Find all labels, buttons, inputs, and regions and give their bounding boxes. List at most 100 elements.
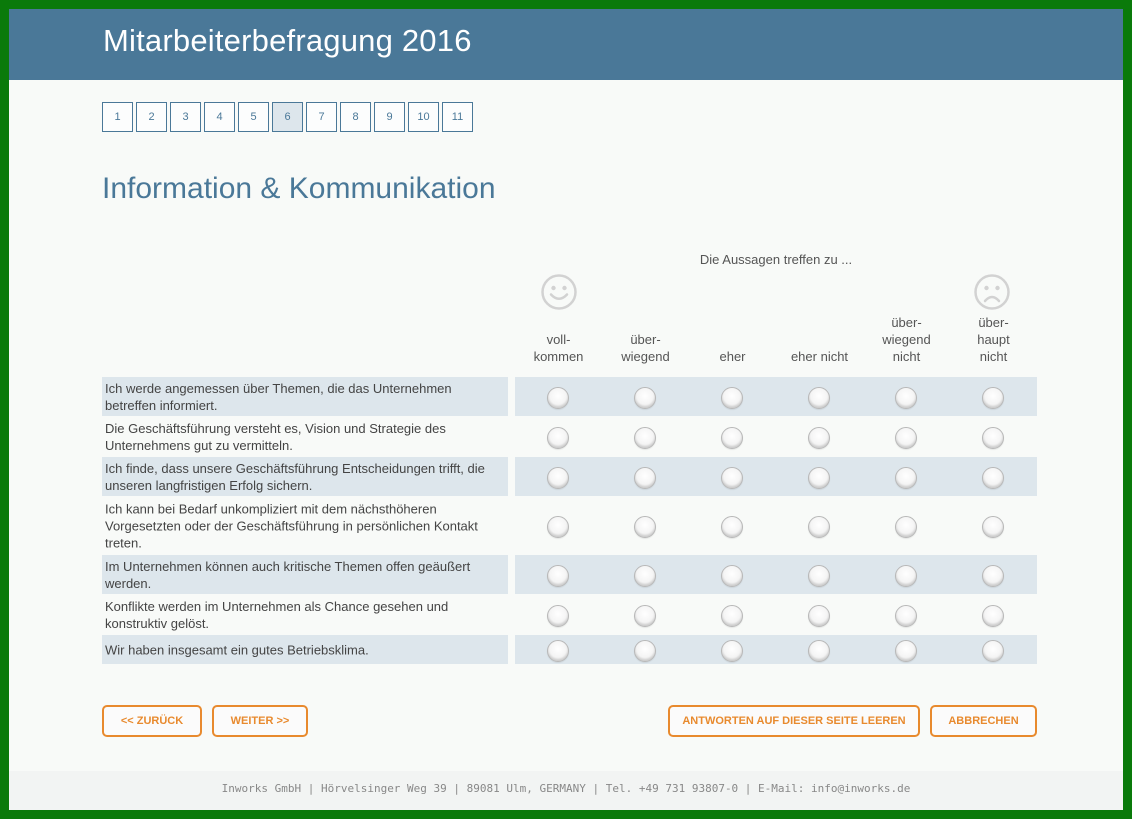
question-row: Im Unternehmen können auch kritische The… xyxy=(102,555,1037,594)
answer-radio[interactable] xyxy=(895,466,917,489)
page-button-8[interactable]: 8 xyxy=(340,102,371,132)
answer-radio[interactable] xyxy=(547,564,569,587)
answer-radio[interactable] xyxy=(808,386,830,409)
page-button-9[interactable]: 9 xyxy=(374,102,405,132)
section-title: Information & Kommunikation xyxy=(102,172,496,205)
answer-radio[interactable] xyxy=(634,639,656,662)
scale-column-header-line: wiegend xyxy=(621,349,670,364)
answer-radio[interactable] xyxy=(547,639,569,662)
clear-answers-button[interactable]: ANTWORTEN AUF DIESER SEITE LEEREN xyxy=(668,705,920,737)
scale-column-header-line: nicht xyxy=(979,349,1008,364)
question-text: Ich werde angemessen über Themen, die da… xyxy=(105,380,452,413)
page-button-10[interactable]: 10 xyxy=(408,102,439,132)
answer-radio[interactable] xyxy=(634,515,656,538)
cancel-button[interactable]: ABBRECHEN xyxy=(930,705,1037,737)
answer-radio[interactable] xyxy=(895,515,917,538)
question-cell: Die Geschäftsführung versteht es, Vision… xyxy=(102,417,508,456)
scale-column-header: über-wiegend xyxy=(602,331,689,365)
question-text: Ich finde, dass unsere Geschäftsführung … xyxy=(105,460,485,493)
answer-cell xyxy=(515,555,1037,594)
answer-radio[interactable] xyxy=(895,564,917,587)
question-text: Im Unternehmen können auch kritische The… xyxy=(105,558,471,591)
answer-radio[interactable] xyxy=(634,604,656,627)
answer-radio[interactable] xyxy=(721,604,743,627)
answer-radio[interactable] xyxy=(547,426,569,449)
answer-radio[interactable] xyxy=(634,466,656,489)
answer-radio[interactable] xyxy=(721,564,743,587)
answer-radio[interactable] xyxy=(634,426,656,449)
answer-radio[interactable] xyxy=(808,515,830,538)
scale-column-header: eher xyxy=(689,348,776,365)
answer-radio[interactable] xyxy=(808,426,830,449)
question-cell: Ich finde, dass unsere Geschäftsführung … xyxy=(102,457,508,496)
question-text: Konflikte werden im Unternehmen als Chan… xyxy=(105,598,449,631)
answer-cell xyxy=(515,595,1037,634)
answer-radio[interactable] xyxy=(982,466,1004,489)
answer-radio[interactable] xyxy=(547,604,569,627)
page-button-7[interactable]: 7 xyxy=(306,102,337,132)
scale-column-header-line: voll- xyxy=(546,332,571,347)
answer-radio[interactable] xyxy=(721,426,743,449)
scale-column-header-line: eher xyxy=(719,349,746,364)
smiley-happy-icon xyxy=(541,274,577,310)
footer: Inworks GmbH | Hörvelsinger Weg 39 | 890… xyxy=(9,771,1123,810)
answer-radio[interactable] xyxy=(982,426,1004,449)
question-row: Ich werde angemessen über Themen, die da… xyxy=(102,377,1037,416)
question-text: Wir haben insgesamt ein gutes Betriebskl… xyxy=(105,642,369,657)
page-button-3[interactable]: 3 xyxy=(170,102,201,132)
scale-column-header-line: wiegend xyxy=(882,332,931,347)
answer-radio[interactable] xyxy=(547,466,569,489)
question-cell: Ich kann bei Bedarf unkompliziert mit de… xyxy=(102,497,508,554)
page-button-5[interactable]: 5 xyxy=(238,102,269,132)
scale-column-header-line: kommen xyxy=(533,349,584,364)
answer-radio[interactable] xyxy=(721,386,743,409)
answer-radio[interactable] xyxy=(895,639,917,662)
page-button-11[interactable]: 11 xyxy=(442,102,473,132)
answer-radio[interactable] xyxy=(547,386,569,409)
page-button-2[interactable]: 2 xyxy=(136,102,167,132)
answer-cell xyxy=(515,635,1037,664)
answer-radio[interactable] xyxy=(808,564,830,587)
answer-radio[interactable] xyxy=(982,564,1004,587)
answer-cell xyxy=(515,377,1037,416)
answer-radio[interactable] xyxy=(982,386,1004,409)
answer-radio[interactable] xyxy=(634,386,656,409)
answer-radio[interactable] xyxy=(982,639,1004,662)
question-cell: Im Unternehmen können auch kritische The… xyxy=(102,555,508,594)
page-button-6[interactable]: 6 xyxy=(272,102,303,132)
answer-radio[interactable] xyxy=(895,426,917,449)
answer-cell xyxy=(515,457,1037,496)
answer-radio[interactable] xyxy=(808,604,830,627)
page-button-1[interactable]: 1 xyxy=(102,102,133,132)
answer-radio[interactable] xyxy=(808,639,830,662)
answer-radio[interactable] xyxy=(721,639,743,662)
answer-radio[interactable] xyxy=(547,515,569,538)
answer-radio[interactable] xyxy=(721,466,743,489)
answer-radio[interactable] xyxy=(808,466,830,489)
question-cell: Konflikte werden im Unternehmen als Chan… xyxy=(102,595,508,634)
answer-radio[interactable] xyxy=(895,604,917,627)
scale-column-header: über-wiegend nicht xyxy=(863,314,950,365)
question-text: Die Geschäftsführung versteht es, Vision… xyxy=(105,420,446,453)
page-button-4[interactable]: 4 xyxy=(204,102,235,132)
scale-caption: Die Aussagen treffen zu ... xyxy=(699,252,853,267)
question-cell: Ich werde angemessen über Themen, die da… xyxy=(102,377,508,416)
scale-column-header-line: haupt xyxy=(977,332,1010,347)
back-button[interactable]: << ZURÜCK xyxy=(102,705,202,737)
scale-column-header-line: über- xyxy=(978,315,1009,330)
scale-column-header: voll-kommen xyxy=(515,331,602,365)
question-row: Ich kann bei Bedarf unkompliziert mit de… xyxy=(102,497,1037,554)
footer-text: Inworks GmbH | Hörvelsinger Weg 39 | 890… xyxy=(221,782,911,795)
smiley-sad-icon xyxy=(974,274,1010,310)
answer-radio[interactable] xyxy=(982,515,1004,538)
answer-radio[interactable] xyxy=(721,515,743,538)
next-button[interactable]: WEITER >> xyxy=(212,705,308,737)
answer-radio[interactable] xyxy=(895,386,917,409)
page-title: Mitarbeiterbefragung 2016 xyxy=(103,23,472,58)
question-text: Ich kann bei Bedarf unkompliziert mit de… xyxy=(105,501,478,550)
page-frame: Mitarbeiterbefragung 2016 1 2 3 4 5 6 7 8 9 10 11 … xyxy=(9,9,1123,810)
answer-radio[interactable] xyxy=(634,564,656,587)
answer-radio[interactable] xyxy=(982,604,1004,627)
scale-column-header: eher nicht xyxy=(776,348,863,365)
question-row: Wir haben insgesamt ein gutes Betriebskl… xyxy=(102,635,1037,664)
